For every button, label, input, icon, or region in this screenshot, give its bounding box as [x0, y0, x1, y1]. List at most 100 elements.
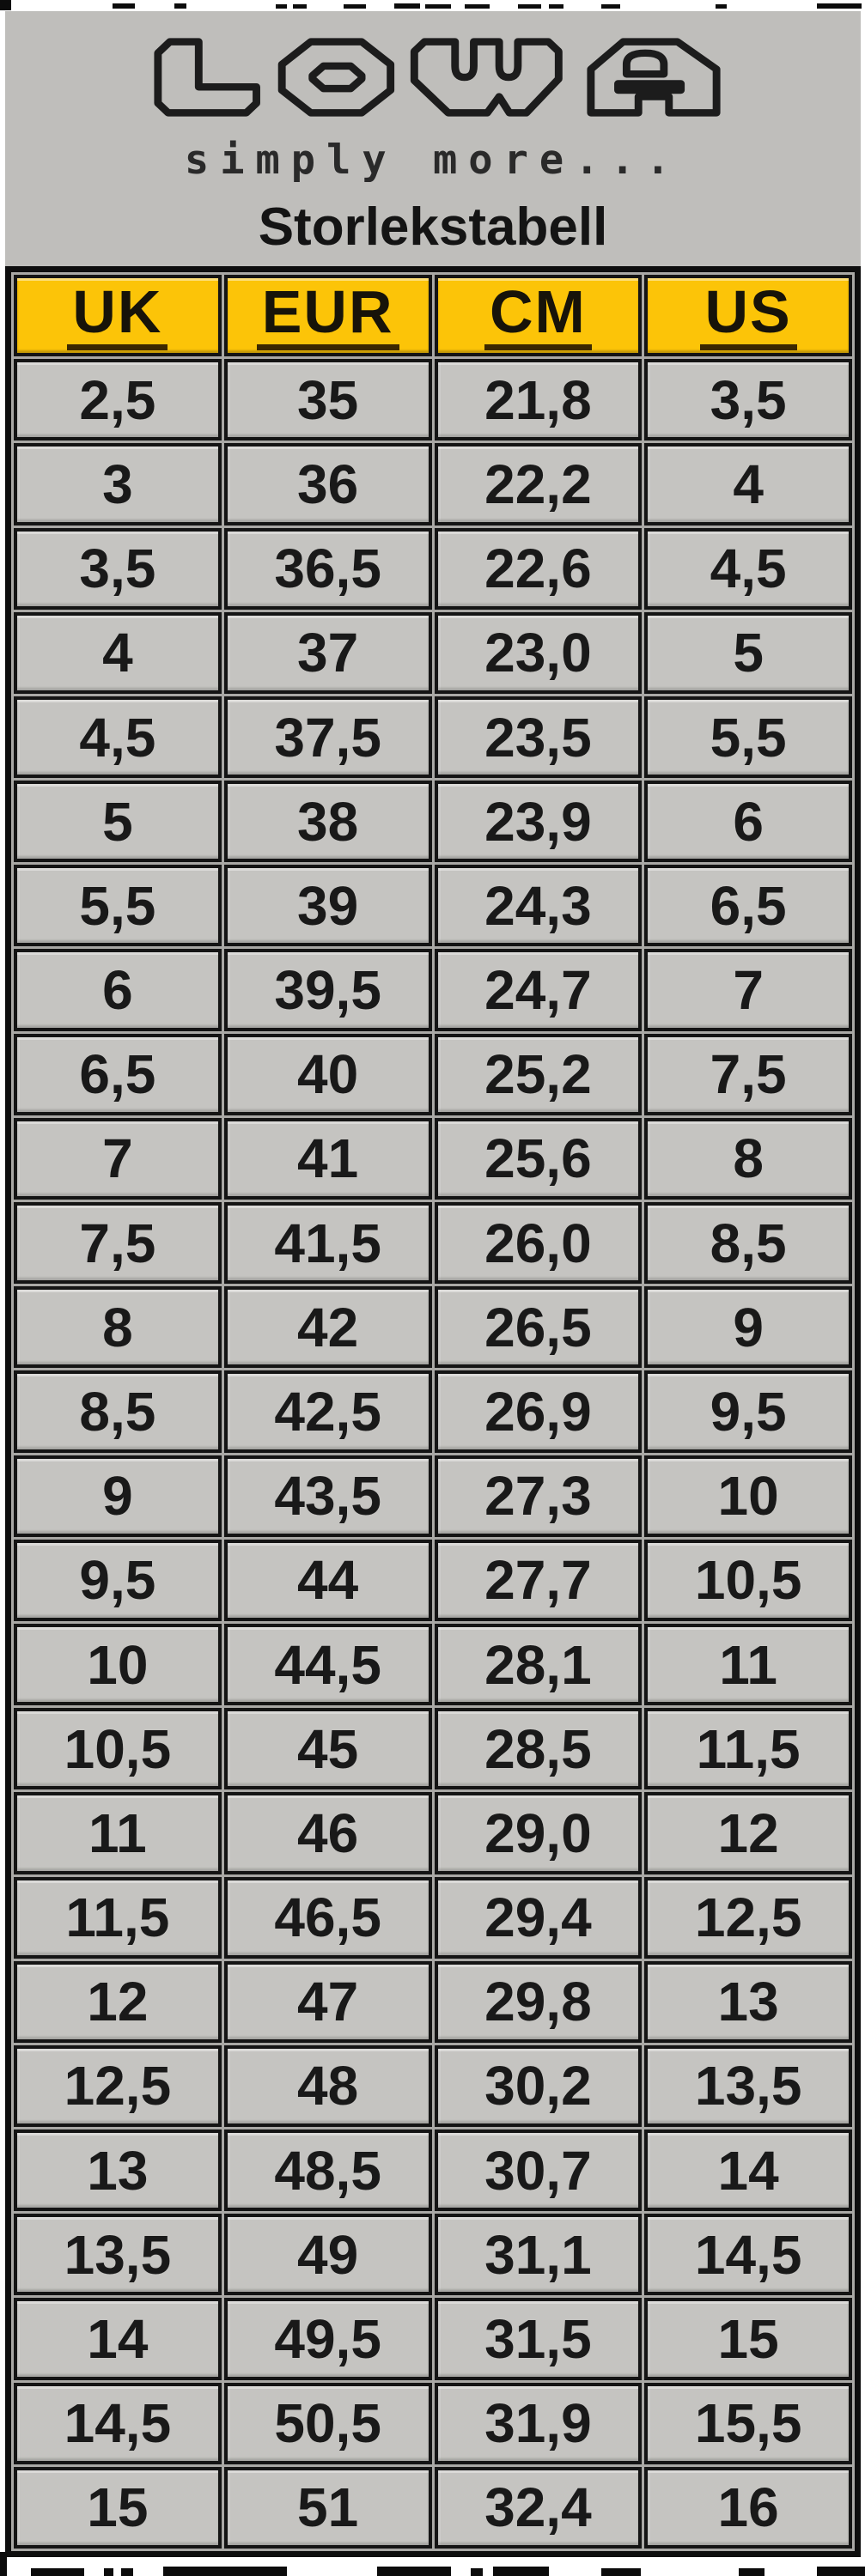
size-cell-eur-row2: 36: [223, 443, 432, 526]
size-cell-cm-row12: 26,5: [434, 1286, 643, 1369]
size-cell-eur-row23: 49: [223, 2214, 432, 2296]
size-cell-cm-row3: 22,6: [434, 527, 643, 610]
size-cell-eur-row4: 37: [223, 611, 432, 694]
size-cell-uk-row6: 5: [14, 781, 222, 863]
size-cell-us-row15: 10,5: [644, 1539, 852, 1621]
size-cell-uk-row24: 14: [14, 2298, 222, 2380]
size-cell-uk-row17: 10,5: [14, 1708, 222, 1790]
size-cell-cm-row7: 24,3: [434, 865, 643, 947]
size-cell-us-row10: 8: [644, 1117, 852, 1200]
size-cell-uk-row12: 8: [14, 1286, 222, 1369]
size-cell-eur-row21: 48: [223, 2044, 432, 2128]
size-cell-cm-row9: 25,2: [434, 1033, 643, 1115]
size-cell-us-row12: 9: [644, 1286, 852, 1369]
size-cell-cm-row24: 31,5: [434, 2298, 643, 2380]
size-cell-cm-row23: 31,1: [434, 2214, 643, 2296]
size-cell-uk-row25: 14,5: [14, 2382, 222, 2464]
size-cell-cm-row5: 23,5: [434, 696, 643, 779]
size-cell-eur-row19: 46,5: [223, 1876, 432, 1959]
size-cell-cm-row13: 26,9: [434, 1370, 643, 1453]
column-header-label: EUR: [256, 282, 399, 350]
size-cell-us-row16: 11: [644, 1623, 852, 1706]
size-cell-us-row14: 10: [644, 1455, 852, 1537]
size-cell-eur-row14: 43,5: [223, 1455, 432, 1537]
size-cell-us-row3: 4,5: [644, 527, 852, 610]
size-cell-uk-row1: 2,5: [14, 359, 222, 441]
size-cell-us-row9: 7,5: [644, 1033, 852, 1115]
column-header-label: CM: [484, 282, 592, 350]
size-cell-uk-row15: 9,5: [14, 1539, 222, 1621]
size-cell-eur-row11: 41,5: [223, 1202, 432, 1285]
size-cell-eur-row18: 46: [223, 1792, 432, 1874]
brand-tagline: simply more...: [184, 137, 682, 184]
size-cell-us-row18: 12: [644, 1792, 852, 1874]
size-cell-us-row17: 11,5: [644, 1708, 852, 1790]
size-cell-us-row26: 16: [644, 2466, 852, 2549]
size-cell-us-row13: 9,5: [644, 1370, 852, 1453]
size-cell-cm-row18: 29,0: [434, 1792, 643, 1874]
size-cell-cm-row6: 23,9: [434, 781, 643, 863]
size-cell-us-row23: 14,5: [644, 2214, 852, 2296]
size-cell-us-row5: 5,5: [644, 696, 852, 779]
size-cell-cm-row15: 27,7: [434, 1539, 643, 1621]
size-cell-uk-row23: 13,5: [14, 2214, 222, 2296]
size-cell-cm-row16: 28,1: [434, 1623, 643, 1706]
size-cell-eur-row10: 41: [223, 1117, 432, 1200]
column-header-us: US: [644, 275, 852, 357]
column-header-label: UK: [67, 282, 168, 350]
size-cell-eur-row17: 45: [223, 1708, 432, 1790]
size-cell-uk-row9: 6,5: [14, 1033, 222, 1115]
brand-panel: simply more... Storlekstabell: [5, 11, 861, 269]
size-cell-cm-row4: 23,0: [434, 611, 643, 694]
size-cell-cm-row1: 21,8: [434, 359, 643, 441]
size-cell-us-row24: 15: [644, 2298, 852, 2380]
size-cell-uk-row8: 6: [14, 949, 222, 1031]
size-cell-cm-row14: 27,3: [434, 1455, 643, 1537]
size-cell-uk-row26: 15: [14, 2466, 222, 2549]
size-cell-uk-row16: 10: [14, 1623, 222, 1706]
size-cell-eur-row22: 48,5: [223, 2129, 432, 2212]
size-cell-us-row7: 6,5: [644, 865, 852, 947]
size-cell-eur-row9: 40: [223, 1033, 432, 1115]
size-cell-uk-row4: 4: [14, 611, 222, 694]
size-cell-us-row20: 13: [644, 1960, 852, 2043]
size-cell-uk-row5: 4,5: [14, 696, 222, 779]
size-cell-uk-row2: 3: [14, 443, 222, 526]
size-cell-eur-row1: 35: [223, 359, 432, 441]
size-cell-uk-row7: 5,5: [14, 865, 222, 947]
size-cell-cm-row20: 29,8: [434, 1960, 643, 2043]
size-cell-eur-row15: 44: [223, 1539, 432, 1621]
size-cell-uk-row10: 7: [14, 1117, 222, 1200]
size-cell-uk-row14: 9: [14, 1455, 222, 1537]
size-cell-eur-row7: 39: [223, 865, 432, 947]
size-cell-cm-row19: 29,4: [434, 1876, 643, 1959]
size-cell-eur-row6: 38: [223, 781, 432, 863]
size-cell-uk-row20: 12: [14, 1960, 222, 2043]
size-cell-cm-row11: 26,0: [434, 1202, 643, 1285]
size-cell-uk-row18: 11: [14, 1792, 222, 1874]
size-cell-uk-row11: 7,5: [14, 1202, 222, 1285]
size-cell-eur-row12: 42: [223, 1286, 432, 1369]
size-cell-us-row19: 12,5: [644, 1876, 852, 1959]
size-cell-eur-row13: 42,5: [223, 1370, 432, 1453]
column-header-label: US: [699, 282, 797, 350]
size-cell-eur-row5: 37,5: [223, 696, 432, 779]
size-cell-eur-row3: 36,5: [223, 527, 432, 610]
size-cell-cm-row21: 30,2: [434, 2044, 643, 2128]
size-cell-us-row8: 7: [644, 949, 852, 1031]
size-cell-uk-row3: 3,5: [14, 527, 222, 610]
size-cell-cm-row25: 31,9: [434, 2382, 643, 2464]
lowa-logo: [154, 38, 721, 117]
size-cell-uk-row21: 12,5: [14, 2044, 222, 2128]
size-cell-us-row11: 8,5: [644, 1202, 852, 1285]
page-title: Storlekstabell: [258, 197, 608, 257]
column-header-uk: UK: [14, 275, 222, 357]
size-cell-cm-row26: 32,4: [434, 2466, 643, 2549]
size-cell-eur-row20: 47: [223, 1960, 432, 2043]
size-cell-uk-row13: 8,5: [14, 1370, 222, 1453]
size-cell-cm-row10: 25,6: [434, 1117, 643, 1200]
size-cell-eur-row24: 49,5: [223, 2298, 432, 2380]
size-cell-eur-row8: 39,5: [223, 949, 432, 1031]
size-cell-cm-row8: 24,7: [434, 949, 643, 1031]
